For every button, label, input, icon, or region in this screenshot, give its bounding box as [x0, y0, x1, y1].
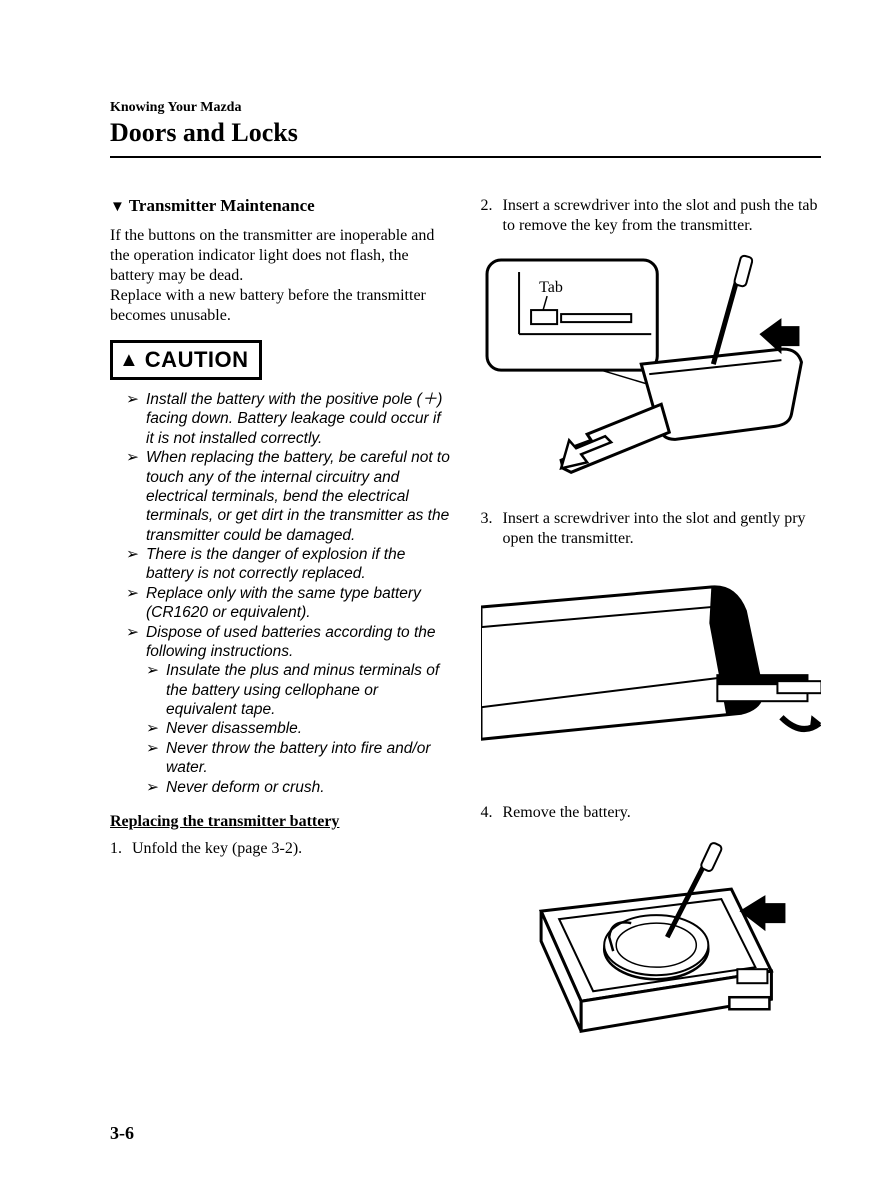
figure-step2: Tab	[481, 254, 822, 484]
section-heading-text: Transmitter Maintenance	[129, 196, 315, 215]
figure-step4	[481, 841, 822, 1061]
step-number: 3.	[481, 509, 503, 549]
step-number: 2.	[481, 196, 503, 236]
caution-box: ▲ CAUTION	[110, 340, 262, 380]
caution-item: Replace only with the same type battery …	[146, 584, 451, 623]
step-text: Remove the battery.	[503, 803, 822, 823]
step-text: Unfold the key (page 3-2).	[132, 839, 451, 859]
subheading: Replacing the transmitter battery	[110, 813, 451, 831]
caution-item: When replacing the battery, be careful n…	[146, 448, 451, 545]
caution-label: CAUTION	[145, 347, 249, 373]
caution-subitem: Insulate the plus and minus terminals of…	[166, 661, 451, 719]
step-2: 2. Insert a screwdriver into the slot an…	[481, 196, 822, 236]
figure-step3	[481, 567, 822, 777]
caution-subitem: Never disassemble.	[166, 719, 451, 738]
header-rule	[110, 156, 821, 158]
down-triangle-icon: ▼	[110, 199, 125, 216]
step-3: 3. Insert a screwdriver into the slot an…	[481, 509, 822, 549]
caution-item-text: Dispose of used batteries according to t…	[146, 624, 436, 660]
intro-paragraph-1: If the buttons on the transmitter are in…	[110, 226, 451, 286]
step-4: 4. Remove the battery.	[481, 803, 822, 823]
left-column: ▼Transmitter Maintenance If the buttons …	[110, 196, 451, 1086]
right-column: 2. Insert a screwdriver into the slot an…	[481, 196, 822, 1086]
page-number: 3-6	[110, 1123, 134, 1144]
caution-item: There is the danger of explosion if the …	[146, 545, 451, 584]
step-number: 1.	[110, 839, 132, 859]
header-kicker: Knowing Your Mazda	[110, 100, 821, 116]
tab-label: Tab	[539, 279, 563, 296]
warning-icon: ▲	[119, 349, 139, 372]
step-text: Insert a screwdriver into the slot and g…	[503, 509, 822, 549]
intro-paragraph-2: Replace with a new battery before the tr…	[110, 286, 451, 326]
caution-subitem: Never throw the battery into fire and/or…	[166, 739, 451, 778]
page: Knowing Your Mazda Doors and Locks ▼Tran…	[0, 0, 891, 1146]
step-1: 1. Unfold the key (page 3-2).	[110, 839, 451, 859]
step-number: 4.	[481, 803, 503, 823]
caution-sublist: Insulate the plus and minus terminals of…	[146, 661, 451, 797]
caution-item: Dispose of used batteries according to t…	[146, 623, 451, 797]
caution-item: Install the battery with the positive po…	[146, 390, 451, 448]
header-title: Doors and Locks	[110, 118, 821, 148]
caution-list: Install the battery with the positive po…	[110, 390, 451, 797]
section-heading: ▼Transmitter Maintenance	[110, 196, 451, 216]
step-text: Insert a screwdriver into the slot and p…	[503, 196, 822, 236]
caution-subitem: Never deform or crush.	[166, 778, 451, 797]
content-columns: ▼Transmitter Maintenance If the buttons …	[110, 196, 821, 1086]
